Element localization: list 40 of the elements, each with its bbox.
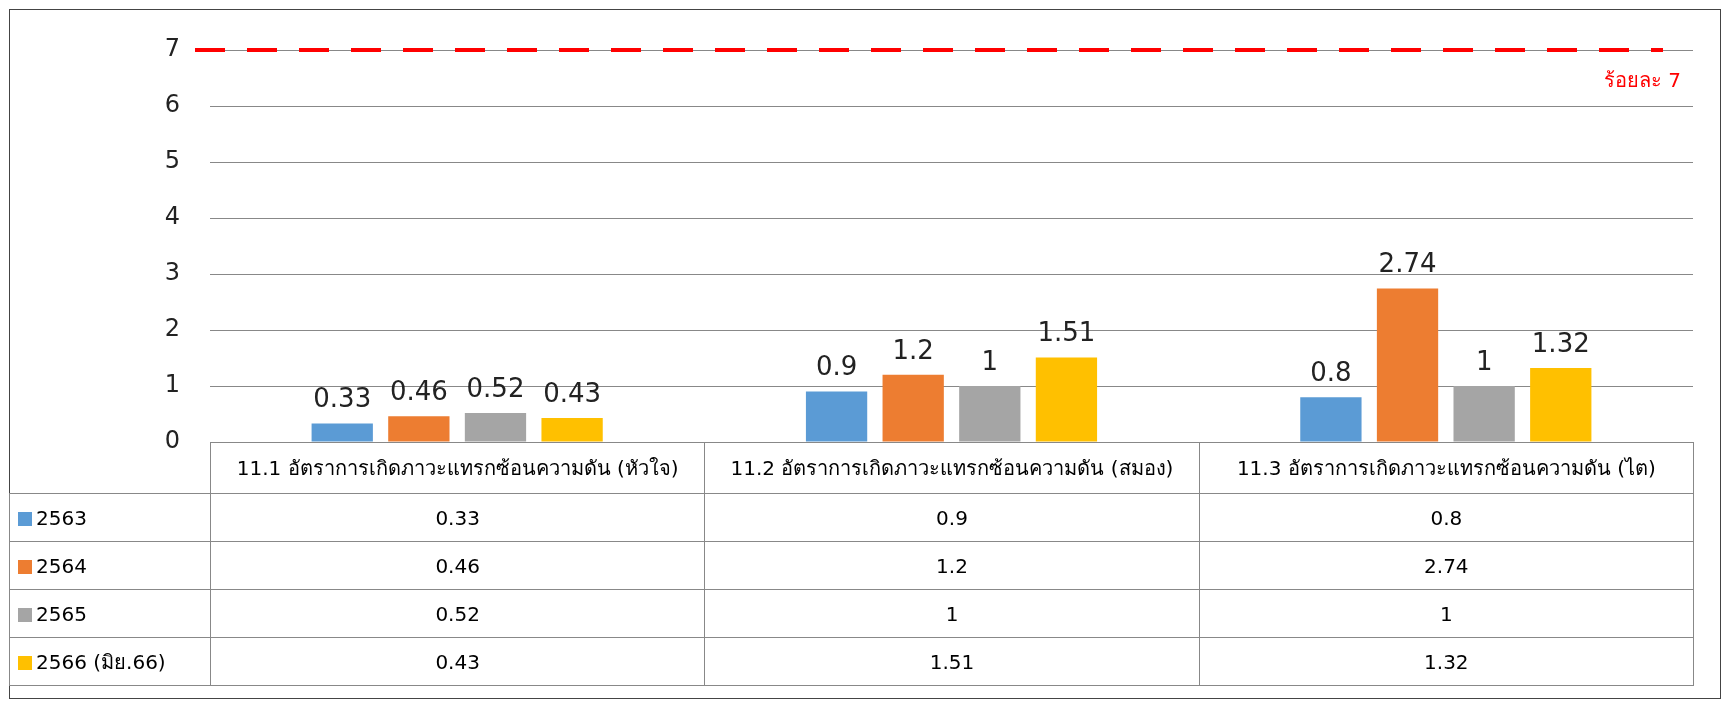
- text: 1: [1199, 589, 1694, 638]
- text: 0.9: [704, 493, 1200, 542]
- legend-label: 2563: [9, 493, 211, 542]
- data-label: 0.9: [815, 351, 858, 382]
- text: 0.43: [210, 637, 705, 686]
- text: 0.33: [210, 493, 705, 542]
- data-label: 1.51: [1037, 317, 1096, 348]
- data-label: 1: [1475, 345, 1493, 376]
- data-label: 1: [981, 345, 999, 376]
- y-tick-label: 6: [164, 90, 180, 119]
- data-label: 0.8: [1310, 356, 1352, 387]
- data-label: 1.32: [1531, 327, 1590, 358]
- y-tick-label: 5: [164, 146, 180, 175]
- data-label: 1.2: [892, 334, 934, 365]
- text: 1: [704, 589, 1200, 638]
- text: 0.8: [1199, 493, 1694, 542]
- data-label: 0.46: [389, 375, 448, 406]
- data-label: 0.52: [466, 372, 525, 403]
- x-tick-label: 11.2 อัตราการเกิดภาวะแทรกซ้อนความดัน (สมอง): [704, 442, 1200, 494]
- text: 0.52: [210, 589, 705, 638]
- text: 1.32: [1199, 637, 1694, 686]
- text: 0.46: [210, 541, 705, 590]
- legend-label: 2566 (มิย.66): [9, 637, 211, 686]
- y-tick-label: 3: [164, 258, 180, 287]
- legend-label: 2565: [9, 589, 211, 638]
- y-tick-label: 4: [164, 202, 180, 231]
- text: 2.74: [1199, 541, 1694, 590]
- data-label: 0.43: [543, 377, 602, 408]
- y-tick-label: 2: [164, 314, 180, 343]
- text: 1.2: [704, 541, 1200, 590]
- y-tick-label: 7: [164, 34, 180, 63]
- ref-line-label: ร้อยละ 7: [1603, 68, 1681, 93]
- data-label: 0.33: [313, 383, 372, 414]
- y-tick-label: 0: [164, 426, 180, 455]
- data-label: 2.74: [1378, 248, 1437, 279]
- legend-label: 2564: [9, 541, 211, 590]
- text: 1.51: [704, 637, 1200, 686]
- x-tick-label: 11.1 อัตราการเกิดภาวะแทรกซ้อนความดัน (หัวใจ): [210, 442, 705, 494]
- x-tick-label: 11.3 อัตราการเกิดภาวะแทรกซ้อนความดัน (ไต): [1199, 442, 1694, 494]
- y-tick-label: 1: [164, 370, 180, 399]
